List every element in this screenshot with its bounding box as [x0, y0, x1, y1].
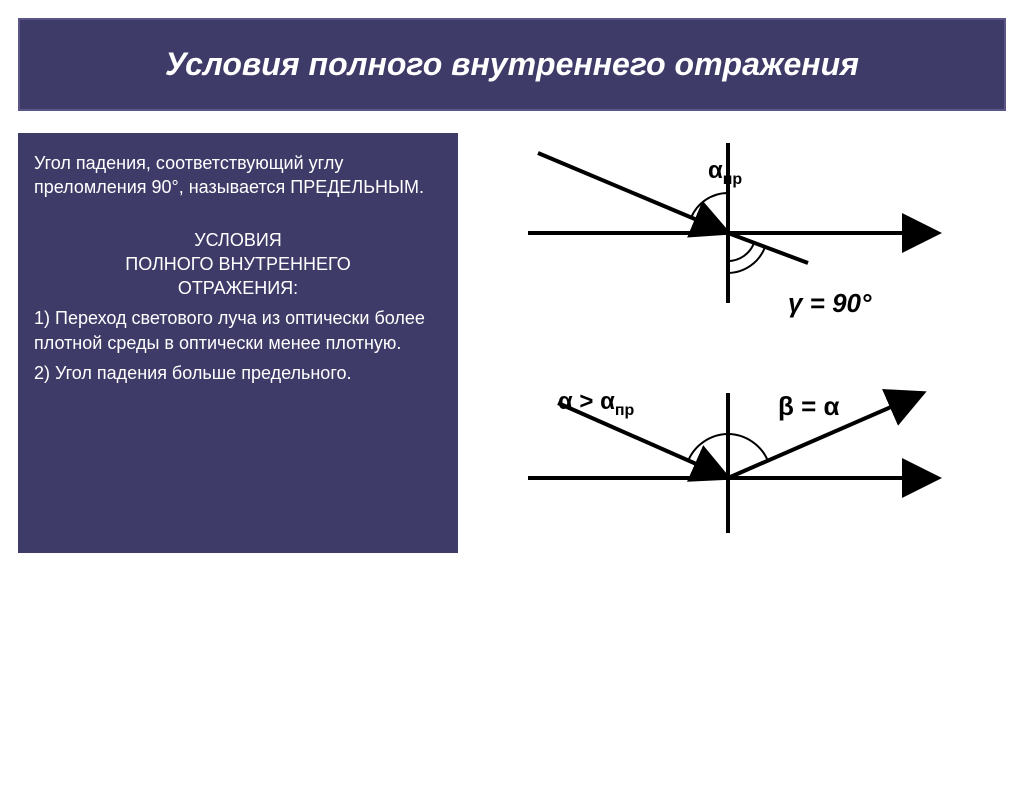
- heading-line-2: ПОЛНОГО ВНУТРЕННЕГО: [34, 252, 442, 276]
- definition-term: ПРЕДЕЛЬНЫМ.: [290, 177, 424, 197]
- arc-incidence: [688, 434, 728, 461]
- condition-1: 1) Переход светового луча из оптически б…: [34, 306, 442, 355]
- content-area: Угол падения, соответствующий углу прело…: [18, 133, 1006, 553]
- conditions-heading: УСЛОВИЯ ПОЛНОГО ВНУТРЕННЕГО ОТРАЖЕНИЯ:: [34, 228, 442, 301]
- page-title: Условия полного внутреннего отражения: [40, 46, 984, 83]
- arc-incidence: [691, 193, 728, 218]
- text-panel: Угол падения, соответствующий углу прело…: [18, 133, 458, 553]
- title-bar: Условия полного внутреннего отражения: [18, 18, 1006, 111]
- arc-refraction-1: [728, 243, 754, 261]
- label-beta-eq-alpha: β = α: [778, 391, 839, 422]
- heading-line-1: УСЛОВИЯ: [34, 228, 442, 252]
- definition-paragraph: Угол падения, соответствующий углу прело…: [34, 151, 442, 200]
- incident-ray: [538, 153, 728, 233]
- label-alpha-gt-critical: α > αпр: [558, 388, 634, 420]
- label-gamma-90: γ = 90°: [788, 288, 871, 319]
- heading-line-3: ОТРАЖЕНИЯ:: [34, 276, 442, 300]
- condition-2: 2) Угол падения больше предельного.: [34, 361, 442, 385]
- label-alpha-critical: αпр: [708, 157, 742, 189]
- diagrams-panel: αпр γ = 90° α > αпр β = α: [478, 133, 1006, 553]
- arc-reflection: [728, 434, 768, 461]
- diagram-total-reflection: [478, 383, 978, 553]
